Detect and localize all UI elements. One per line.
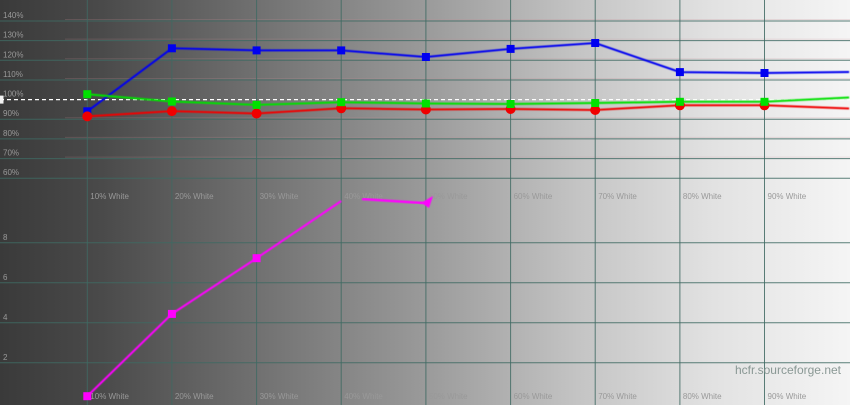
svg-text:80% White: 80% White [683, 392, 722, 401]
svg-text:6: 6 [3, 273, 8, 282]
svg-text:10% White: 10% White [90, 192, 129, 201]
svg-text:90% White: 90% White [768, 192, 807, 201]
svg-text:80% White: 80% White [683, 192, 722, 201]
svg-text:70%: 70% [3, 149, 19, 158]
svg-text:20% White: 20% White [175, 192, 214, 201]
svg-text:70% White: 70% White [598, 192, 637, 201]
svg-text:100%: 100% [3, 90, 23, 99]
svg-text:4: 4 [3, 313, 8, 322]
svg-text:60%: 60% [3, 168, 19, 177]
svg-text:10% White: 10% White [90, 392, 129, 401]
svg-text:2: 2 [3, 353, 8, 362]
svg-text:60% White: 60% White [514, 192, 553, 201]
svg-text:140%: 140% [3, 11, 23, 20]
svg-text:hcfr.sourceforge.net: hcfr.sourceforge.net [735, 363, 842, 377]
svg-text:90%: 90% [3, 109, 19, 118]
svg-text:120%: 120% [3, 50, 23, 59]
svg-text:80%: 80% [3, 129, 19, 138]
svg-text:30% White: 30% White [260, 392, 299, 401]
svg-text:130%: 130% [3, 31, 23, 40]
svg-text:8: 8 [3, 233, 8, 242]
svg-text:70% White: 70% White [598, 392, 637, 401]
svg-text:50% White: 50% White [429, 192, 468, 201]
svg-text:30% White: 30% White [260, 192, 299, 201]
svg-text:20% White: 20% White [175, 392, 214, 401]
svg-text:40% White: 40% White [344, 392, 383, 401]
svg-text:90% White: 90% White [768, 392, 807, 401]
svg-text:50% White: 50% White [429, 392, 468, 401]
svg-text:60% White: 60% White [514, 392, 553, 401]
svg-text:110%: 110% [3, 70, 23, 79]
